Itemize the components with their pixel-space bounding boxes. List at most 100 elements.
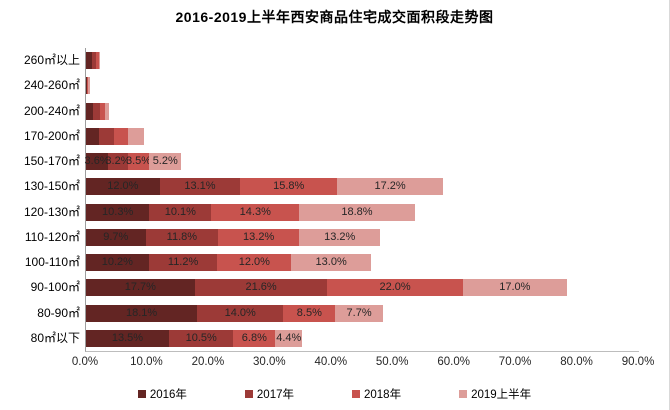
y-axis-label: 90-100㎡ [30,280,80,295]
x-axis: 0.0% 10.0% 20.0% 30.0% 40.0% 50.0% 60.0% 70.0% 8… [72,356,654,372]
stacked-bar: 17.7% 21.6% 22.0% 17.0% [86,279,639,297]
bar-row: 10.3% 10.1% 14.3% 18.8% [86,200,639,225]
bar-segment-2017: 3.2% [105,153,131,170]
bar-segment-2018 [95,52,99,69]
legend-label: 2019上半年 [471,389,532,401]
value-label: 8.5% [296,306,322,319]
x-tick-label: 70.0% [498,356,532,368]
y-axis-label: 110-120㎡ [24,229,80,244]
bar-segment-2016: 10.2% [86,254,149,271]
bar-row: 9.7% 11.8% 13.2% 13.2% [86,225,639,250]
value-label: 18.8% [341,205,373,218]
bar-row [86,99,639,124]
bar-segment-2017: 10.5% [168,329,234,347]
bar-segment-2016: 10.3% [86,203,150,221]
value-label: 12.0% [107,180,139,193]
bar-segment-2019h1: 17.2% [337,178,443,196]
bar-segment-2017: 11.8% [145,228,219,246]
value-label: 22.0% [379,281,411,294]
x-tick-label: 90.0% [621,356,655,368]
value-label: 13.5% [111,331,144,344]
value-label: 3.2% [105,155,131,167]
bar-segment-2019h1: 13.0% [291,254,372,271]
bar-row: 12.0% 13.1% 15.8% 17.2% [86,174,639,199]
value-label: 3.6% [84,155,110,167]
y-axis-label: 80-90㎡ [37,305,80,320]
bar-segment-2019h1: 18.8% [299,203,415,221]
stacked-bar [86,77,639,95]
stacked-bar [86,102,639,120]
bar-segment-2018: 15.8% [240,178,338,196]
plot-area: 3.6% 3.2% 3.5% 5.2% 12.0% 13.1% 15.8% 17.2% 10.3… [85,48,639,352]
bar-row: 17.7% 21.6% 22.0% 17.0% [86,275,639,300]
stacked-bar: 10.3% 10.1% 14.3% 18.8% [86,203,639,221]
y-axis-label: 80㎡以下 [30,330,80,345]
bar-row [86,124,639,149]
bar-segment-2018: 13.2% [218,228,300,246]
bar-row [86,48,639,73]
bar-segment-2019h1: 4.4% [275,329,303,347]
bar-segment-2016: 13.5% [86,329,169,347]
stacked-bar: 9.7% 11.8% 13.2% 13.2% [86,228,639,246]
legend-marker-icon [352,390,360,398]
stacked-bar: 13.5% 10.5% 6.8% 4.4% [86,329,639,347]
stacked-bar: 3.6% 3.2% 3.5% 5.2% [84,153,639,170]
bar-segment-2017: 21.6% [194,279,328,297]
bar-segment-2016: 3.6% [84,153,110,170]
bar-segment-2016 [86,127,99,145]
stacked-bar: 10.2% 11.2% 12.0% 13.0% [86,254,639,271]
bar-segment-2017 [86,77,88,95]
value-label: 10.1% [164,205,196,218]
value-label: 11.2% [167,256,199,268]
value-label: 17.7% [124,281,156,294]
legend-marker-icon [137,390,146,398]
y-axis-label: 120-130㎡ [23,204,80,219]
value-label: 6.8% [241,331,267,344]
legend-label: 2016年 [149,389,187,401]
value-label: 17.2% [374,180,406,193]
bar-row: 3.6% 3.2% 3.5% 5.2% [84,149,639,174]
value-label: 13.0% [315,256,347,268]
legend-item-2019h1: 2019上半年 [459,386,531,402]
x-tick-label: 0.0% [71,356,99,368]
value-label: 12.0% [238,256,270,268]
bar-segment-2017: 14.0% [197,304,284,322]
bar-segment-2018: 12.0% [217,254,292,271]
bar-segment-2018: 6.8% [233,329,276,347]
value-label: 10.5% [185,331,217,344]
legend-label: 2018年 [364,389,402,401]
legend-label: 2017年 [256,389,294,401]
value-label: 13.2% [324,230,356,243]
legend-item-2016: 2016年 [137,386,187,402]
bar-segment-2019h1: 5.2% [149,153,182,170]
chart-title: 2016-2019上半年西安商品住宅成交面积段走势图 [175,9,494,25]
value-label: 7.7% [346,306,372,319]
bar-segment-2019h1: 7.7% [335,304,383,322]
y-axis-label: 240-260㎡ [23,78,80,93]
stacked-bar [86,127,639,145]
x-tick-label: 80.0% [560,356,593,368]
bar-segment-2019h1 [98,52,101,69]
bar-segment-2018: 14.3% [211,203,300,221]
bar-segment-2017 [98,127,114,145]
bar-segment-2018: 22.0% [327,279,463,297]
value-label: 10.2% [101,256,133,268]
bar-segment-2019h1 [105,102,110,120]
y-axis-label: 170-200㎡ [23,128,80,143]
y-axis-label: 150-170㎡ [23,154,80,168]
y-axis-label: 200-240㎡ [23,103,80,118]
value-label: 15.8% [273,180,305,193]
value-label: 21.6% [245,281,277,294]
x-tick-label: 60.0% [437,356,470,368]
bar-segment-2019h1: 17.0% [462,279,568,297]
bar-row [86,73,639,98]
value-label: 11.8% [166,230,198,243]
y-axis-label: 260㎡以上 [23,53,80,67]
value-label: 3.5% [125,155,152,167]
bar-segment-2016: 18.1% [86,304,198,322]
bar-segment-2019h1 [127,127,144,145]
bar-segment-2017: 13.1% [159,178,241,196]
bar-segment-2016 [86,77,87,95]
bar-segment-2016 [86,102,94,120]
